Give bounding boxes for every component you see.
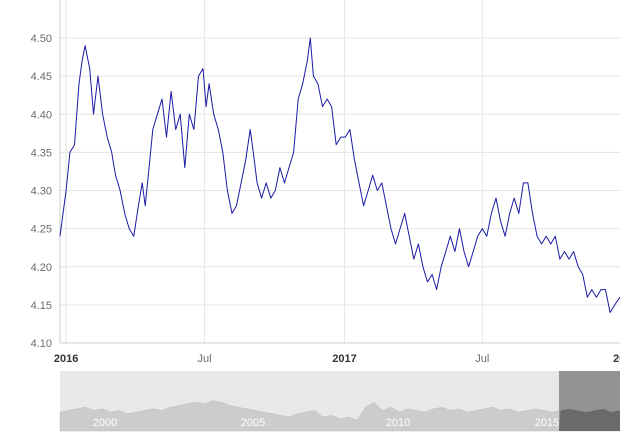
y-tick-label: 4.25 <box>31 224 52 236</box>
x-tick-label: Jul <box>198 353 212 365</box>
y-tick-label: 4.45 <box>31 71 52 83</box>
y-tick-label: 4.15 <box>31 300 52 312</box>
y-tick-label: 4.35 <box>31 147 52 159</box>
series-layer <box>59 37 620 313</box>
x-axis-ticks: 2016 Jul 2017 Jul 201 <box>54 353 620 365</box>
navigator-selected-area <box>559 408 620 431</box>
x-tick-label: 2017 <box>332 353 356 365</box>
x-tick-label: 2016 <box>54 353 78 365</box>
y-tick-label: 4.10 <box>31 338 52 350</box>
x-tick-label: Jul <box>475 353 489 365</box>
series-line <box>59 37 620 313</box>
y-tick-label: 4.20 <box>31 262 52 274</box>
y-tick-label: 4.40 <box>31 109 52 121</box>
y-axis-ticks: 4.10 4.15 4.20 4.25 4.30 4.35 4.40 4.45 4.50 <box>31 33 52 350</box>
y-tick-label: 4.50 <box>31 33 52 45</box>
navigator[interactable]: 2000 2005 2010 2015 <box>59 371 620 432</box>
navigator-area <box>59 400 620 432</box>
navigator-year-labels: 2000 2005 2010 2015 <box>93 417 559 429</box>
x-tick-label: 201 <box>613 353 620 365</box>
navigator-year-label: 2015 <box>535 417 559 429</box>
navigator-year-label: 2000 <box>93 417 117 429</box>
grid-lines <box>59 0 620 344</box>
navigator-year-label: 2005 <box>241 417 265 429</box>
navigator-year-label: 2010 <box>386 417 410 429</box>
y-tick-label: 4.30 <box>31 186 52 198</box>
